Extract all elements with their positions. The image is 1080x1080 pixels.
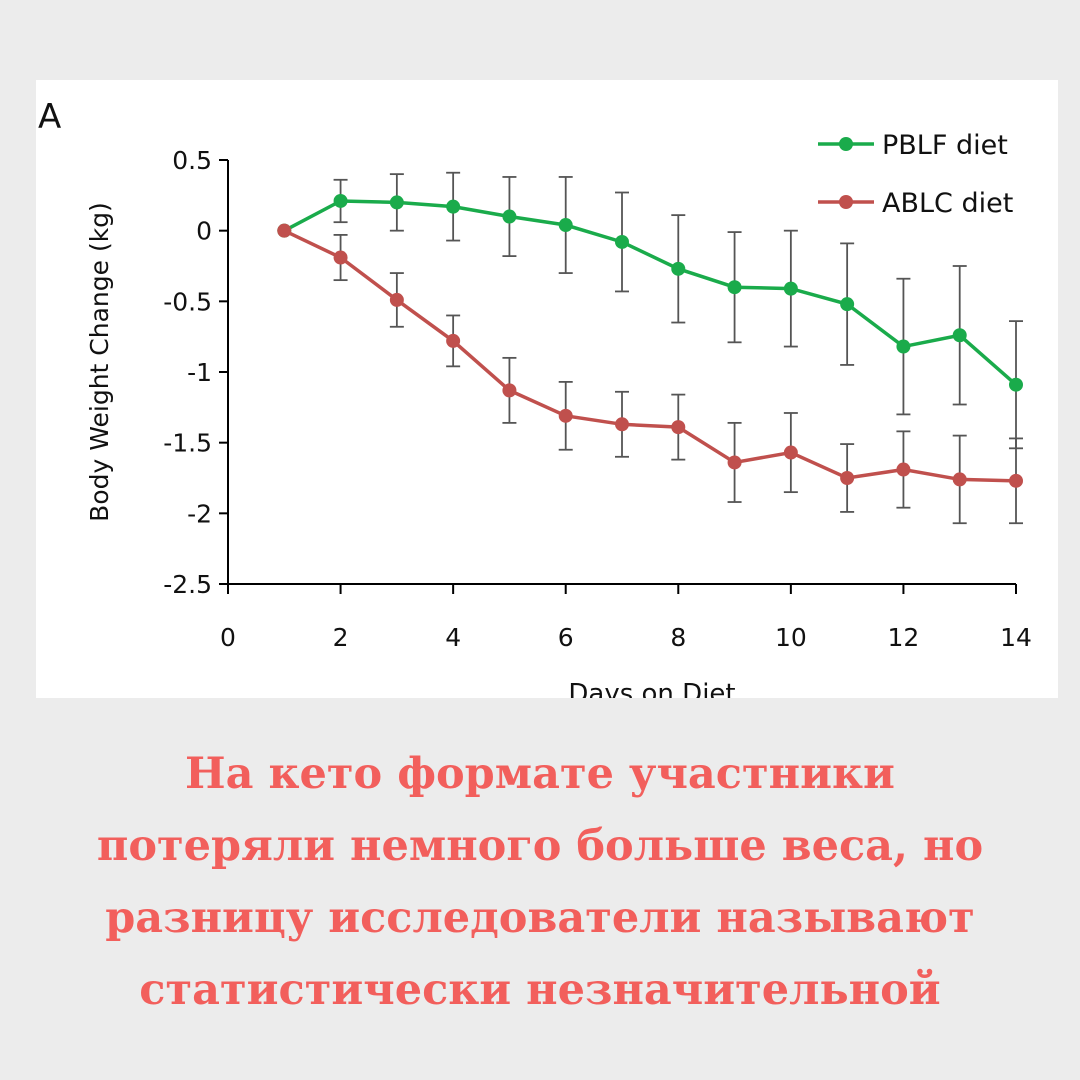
ablc-point [952, 472, 967, 487]
y-tick-label: -2.5 [163, 570, 212, 599]
x-tick-label: 8 [670, 623, 686, 652]
pblf-point [671, 261, 686, 276]
caption-line-3: разницу исследователи называют [105, 893, 975, 943]
line-chart: A 0.5 0 -0.5 -1 -1.5 -2 -2.5 0 2 4 6 8 10 12 14 Days on … [38, 97, 1032, 698]
caption-line-2: потеряли немного больше веса, но [96, 821, 984, 871]
pblf-point [333, 193, 348, 208]
ablc-legend-marker [839, 195, 853, 209]
ablc-point [333, 250, 348, 265]
y-tick-label: -1 [187, 358, 212, 387]
ablc-point [615, 417, 629, 432]
x-tick-label: 12 [888, 623, 920, 652]
caption: На кето формате участники потеряли немно… [20, 738, 1060, 1026]
pblf-point [840, 297, 855, 312]
pblf-point [502, 209, 517, 224]
ablc-point [1009, 473, 1023, 488]
ablc-legend-label: ABLC diet [882, 188, 1013, 219]
y-tick-label: -1.5 [163, 429, 212, 458]
x-tick-label: 2 [333, 623, 349, 652]
pblf-point [727, 280, 742, 295]
pblf-point [558, 218, 573, 233]
ablc-point [896, 462, 911, 477]
pblf-series-line [283, 199, 1018, 387]
ablc-point [727, 455, 742, 470]
pblf-point [446, 199, 461, 214]
x-tick-label: 6 [558, 623, 574, 652]
x-axis-title: Days on Diet [568, 679, 735, 698]
pblf-legend-label: PBLF diet [882, 130, 1008, 161]
ablc-point [840, 471, 855, 485]
ablc-point [446, 333, 461, 348]
y-tick-label: -2 [187, 499, 212, 528]
x-tick-label: 0 [220, 623, 236, 652]
pblf-point [389, 195, 404, 210]
ablc-point [277, 223, 292, 238]
pblf-point [952, 328, 967, 343]
caption-line-4: статистически незначительной [139, 965, 941, 1015]
panel-label: A [38, 97, 61, 137]
pblf-point [615, 234, 629, 249]
pblf-legend-marker [839, 137, 853, 151]
x-tick-label: 4 [445, 623, 461, 652]
chart-panel: A 0.5 0 -0.5 -1 -1.5 -2 -2.5 0 2 4 6 8 10 12 14 Days on … [36, 80, 1058, 698]
pblf-point [896, 339, 911, 354]
caption-line-1: На кето формате участники [185, 749, 895, 799]
y-tick-label: 0 [196, 217, 212, 246]
y-tick-label: 0.5 [172, 146, 212, 175]
ablc-point [558, 408, 573, 423]
pblf-point [1009, 377, 1023, 392]
ablc-point [502, 383, 517, 398]
x-tick-label: 14 [1000, 623, 1032, 652]
y-tick-label: -0.5 [163, 287, 212, 316]
ablc-point [671, 420, 686, 435]
ablc-point [783, 445, 798, 460]
pblf-point [783, 281, 798, 296]
ablc-series-line [283, 229, 1017, 483]
x-tick-label: 10 [775, 623, 807, 652]
y-axis-title: Body Weight Change (kg) [85, 202, 114, 522]
ablc-point [389, 292, 404, 307]
